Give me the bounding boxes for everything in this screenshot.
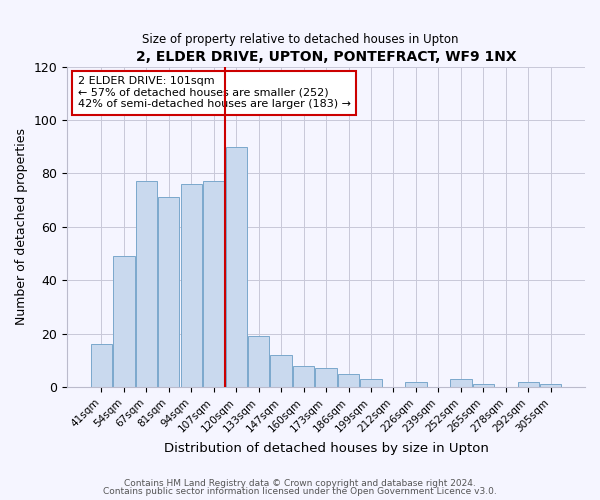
Bar (91, 344, 112, 387)
Bar (338, 374, 359, 387)
Bar (450, 379, 472, 387)
Bar (316, 368, 337, 387)
Text: 2 ELDER DRIVE: 101sqm
← 57% of detached houses are smaller (252)
42% of semi-det: 2 ELDER DRIVE: 101sqm ← 57% of detached … (77, 76, 350, 110)
Bar (405, 382, 427, 387)
Bar (361, 379, 382, 387)
Text: Contains public sector information licensed under the Open Government Licence v3: Contains public sector information licen… (103, 487, 497, 496)
Bar (293, 366, 314, 387)
Text: Contains HM Land Registry data © Crown copyright and database right 2024.: Contains HM Land Registry data © Crown c… (124, 478, 476, 488)
Bar (226, 146, 247, 387)
Text: Size of property relative to detached houses in Upton: Size of property relative to detached ho… (142, 32, 458, 46)
Bar (248, 336, 269, 387)
Bar (181, 184, 202, 387)
Title: 2, ELDER DRIVE, UPTON, PONTEFRACT, WF9 1NX: 2, ELDER DRIVE, UPTON, PONTEFRACT, WF9 1… (136, 50, 517, 64)
Bar (271, 355, 292, 387)
X-axis label: Distribution of detached houses by size in Upton: Distribution of detached houses by size … (164, 442, 488, 455)
Bar (158, 198, 179, 387)
Bar (540, 384, 562, 387)
Y-axis label: Number of detached properties: Number of detached properties (15, 128, 28, 326)
Bar (136, 182, 157, 387)
Bar (113, 256, 134, 387)
Bar (473, 384, 494, 387)
Bar (203, 182, 224, 387)
Bar (518, 382, 539, 387)
